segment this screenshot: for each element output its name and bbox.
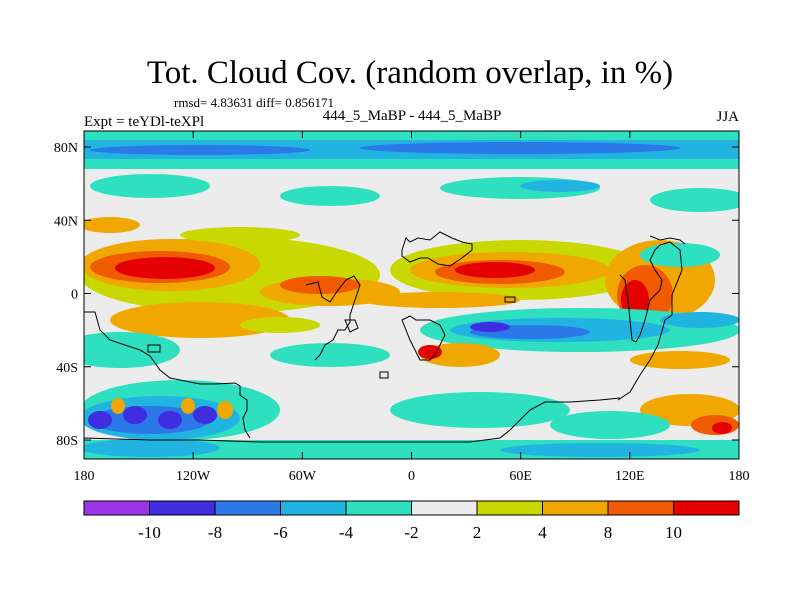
colorbar-swatch xyxy=(149,500,216,516)
colorbar-swatch xyxy=(411,500,478,516)
coastline-americas xyxy=(84,311,251,439)
coastlines xyxy=(84,231,686,443)
north-yellow-patch xyxy=(180,227,300,243)
figure-title: Tot. Cloud Cov. (random overlap, in %) xyxy=(147,55,673,91)
south-yellow-patch xyxy=(240,317,320,333)
coastline-greenland xyxy=(305,275,361,361)
colorbar-label: -8 xyxy=(208,523,222,542)
colorbar-swatch xyxy=(214,500,281,516)
colorbar-label: -6 xyxy=(273,523,287,542)
coastline-asia-north xyxy=(649,235,686,245)
colorbar-swatch xyxy=(607,500,674,516)
stats-label: rmsd= 4.83631 diff= 0.856171 xyxy=(174,95,334,110)
colorbar-swatch xyxy=(673,500,740,516)
southern-deep-4 xyxy=(193,406,217,424)
southern-cyan-east xyxy=(390,392,570,428)
coastline-africa-south xyxy=(401,315,446,361)
experiment-label: Expt = teYDl-teXPl xyxy=(84,114,204,130)
southern-deep-2 xyxy=(123,406,147,424)
antarctic-blue-2 xyxy=(500,443,700,457)
map-plot xyxy=(83,130,740,460)
southern-cyan-far-east xyxy=(550,411,670,439)
x-tick-label: 60W xyxy=(289,469,317,484)
colorbar-label: -4 xyxy=(339,523,354,542)
x-tick-label: 120W xyxy=(176,469,211,484)
colorbar-label: 8 xyxy=(604,523,613,542)
colorbar-swatch xyxy=(542,500,609,516)
south-cyan-mid xyxy=(270,343,390,367)
southern-orange-2 xyxy=(181,398,195,414)
north-orange-patch xyxy=(84,217,140,233)
coastline-africa xyxy=(401,231,473,267)
coastline-island-4 xyxy=(147,344,161,353)
season-label: JJA xyxy=(716,109,739,125)
tropic-red-east xyxy=(455,262,535,278)
comparison-label: 444_5_MaBP - 444_5_MaBP xyxy=(323,108,502,124)
southern-deep-3 xyxy=(158,411,182,429)
x-tick-label: 120E xyxy=(615,469,645,484)
north-blue-1 xyxy=(520,180,600,192)
x-tick-label: 0 xyxy=(408,469,415,484)
colorbar-label: 4 xyxy=(538,523,547,542)
southern-orange-1 xyxy=(111,398,125,414)
coastline-island-2 xyxy=(344,319,359,333)
colorbar: -10 -8 -6 -4 -2 2 4 8 10 xyxy=(83,500,740,542)
southern-deep-1 xyxy=(88,411,112,429)
colorbar-swatch xyxy=(280,500,347,516)
southern-red-east xyxy=(712,422,732,434)
y-tick-label: 40S xyxy=(56,361,78,376)
x-tick-label: 180 xyxy=(74,469,95,484)
south-deepblue-band xyxy=(470,322,510,332)
south-orange-east xyxy=(630,351,730,369)
south-cyan-west xyxy=(84,332,180,368)
colorbar-swatch xyxy=(345,500,412,516)
coastline-antarctica xyxy=(84,397,621,443)
coastline-asia xyxy=(617,241,683,401)
subpolar-band xyxy=(84,159,739,169)
antarctic-blue xyxy=(84,439,220,457)
tropic-dkorange-west-2 xyxy=(280,276,360,294)
axes: 180 120W 60W 0 60E 120E 180 80N 40N 0 40S 80S xyxy=(54,131,750,484)
coastline-island-3 xyxy=(379,371,389,379)
tropic-red-west xyxy=(115,257,215,279)
colorbar-swatch xyxy=(476,500,543,516)
x-tick-label: 180 xyxy=(729,469,750,484)
colorbar-swatch xyxy=(83,500,150,516)
y-tick-label: 80S xyxy=(56,434,78,449)
southern-orange-3 xyxy=(217,401,233,419)
coastline-island-1 xyxy=(504,296,516,303)
y-tick-label: 0 xyxy=(71,288,78,303)
colorbar-label: 10 xyxy=(665,523,682,542)
arctic-band-blue xyxy=(360,142,680,154)
x-tick-label: 60E xyxy=(509,469,532,484)
north-cyan-1 xyxy=(90,174,210,198)
tropic-orange-band xyxy=(360,292,520,308)
north-cyan-4 xyxy=(650,188,739,212)
colorbar-label: 2 xyxy=(473,523,482,542)
east-blue-band xyxy=(660,312,739,328)
y-tick-label: 40N xyxy=(54,214,78,229)
north-cyan-2 xyxy=(280,186,380,206)
tropic-orange-south xyxy=(110,302,290,338)
colorbar-label: -10 xyxy=(138,523,161,542)
colorbar-label: -2 xyxy=(404,523,418,542)
south-red-patch xyxy=(418,345,442,359)
y-tick-label: 80N xyxy=(54,141,78,156)
arctic-band-blue-2 xyxy=(90,145,310,155)
